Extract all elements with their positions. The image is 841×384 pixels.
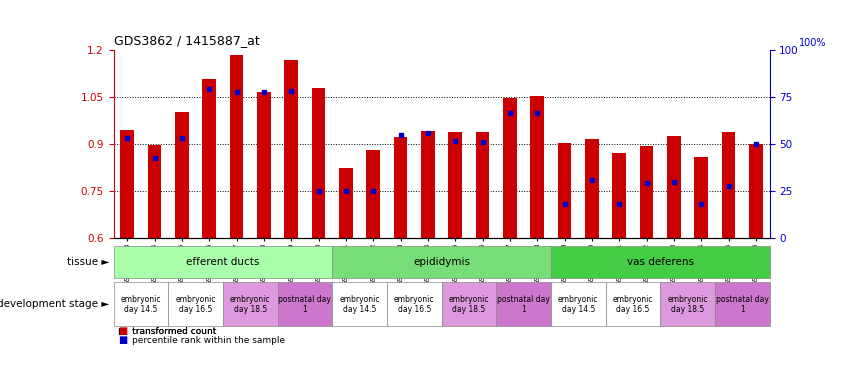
Bar [394,137,407,238]
Text: embryonic
day 18.5: embryonic day 18.5 [667,295,708,314]
Text: percentile rank within the sample: percentile rank within the sample [132,336,285,345]
Bar [387,282,442,326]
Text: embryonic
day 14.5: embryonic day 14.5 [558,295,599,314]
Bar [551,282,606,326]
Bar [715,282,770,326]
Text: postnatal day
1: postnatal day 1 [497,295,550,314]
Text: vas deferens: vas deferens [627,257,694,267]
Bar [257,92,271,238]
Text: embryonic
day 14.5: embryonic day 14.5 [120,295,161,314]
Bar [503,98,516,238]
Text: embryonic
day 16.5: embryonic day 16.5 [394,295,435,314]
Bar [606,282,660,326]
Bar [749,144,763,238]
Text: ■: ■ [118,335,127,345]
Bar [148,145,161,238]
Text: embryonic
day 16.5: embryonic day 16.5 [612,295,653,314]
Bar [332,282,387,326]
Bar [284,60,298,238]
Bar [558,143,571,238]
Bar [585,139,599,238]
Bar [230,55,243,238]
Bar [640,146,653,238]
Text: tissue ►: tissue ► [67,257,109,267]
Text: embryonic
day 18.5: embryonic day 18.5 [448,295,489,314]
Bar [120,130,134,238]
Bar [667,136,680,238]
Bar [168,282,223,326]
Text: epididymis: epididymis [413,257,470,267]
Bar [442,282,496,326]
Bar [531,96,544,238]
Bar [476,132,489,238]
Text: efferent ducts: efferent ducts [186,257,260,267]
Bar [223,282,278,326]
Bar [114,282,168,326]
Bar [496,282,551,326]
Text: embryonic
day 16.5: embryonic day 16.5 [175,295,216,314]
Text: development stage ►: development stage ► [0,299,109,310]
Bar [278,282,332,326]
Text: ■: ■ [118,326,127,336]
Bar [175,112,188,238]
Bar [203,79,216,238]
Bar [339,169,352,238]
Bar [551,246,770,278]
Bar [448,132,462,238]
Text: postnatal day
1: postnatal day 1 [716,295,769,314]
Text: GDS3862 / 1415887_at: GDS3862 / 1415887_at [114,34,259,47]
Text: transformed count: transformed count [132,327,216,336]
Text: postnatal day
1: postnatal day 1 [278,295,331,314]
Bar [612,154,626,238]
Bar [332,246,551,278]
Text: embryonic
day 18.5: embryonic day 18.5 [230,295,271,314]
Text: embryonic
day 14.5: embryonic day 14.5 [339,295,380,314]
Bar [660,282,715,326]
Bar [114,246,332,278]
Bar [312,88,325,238]
Bar [421,131,435,238]
Text: ■  transformed count: ■ transformed count [118,327,216,336]
Bar [367,150,380,238]
Bar [695,157,708,238]
Bar [722,132,735,238]
Text: 100%: 100% [799,38,827,48]
